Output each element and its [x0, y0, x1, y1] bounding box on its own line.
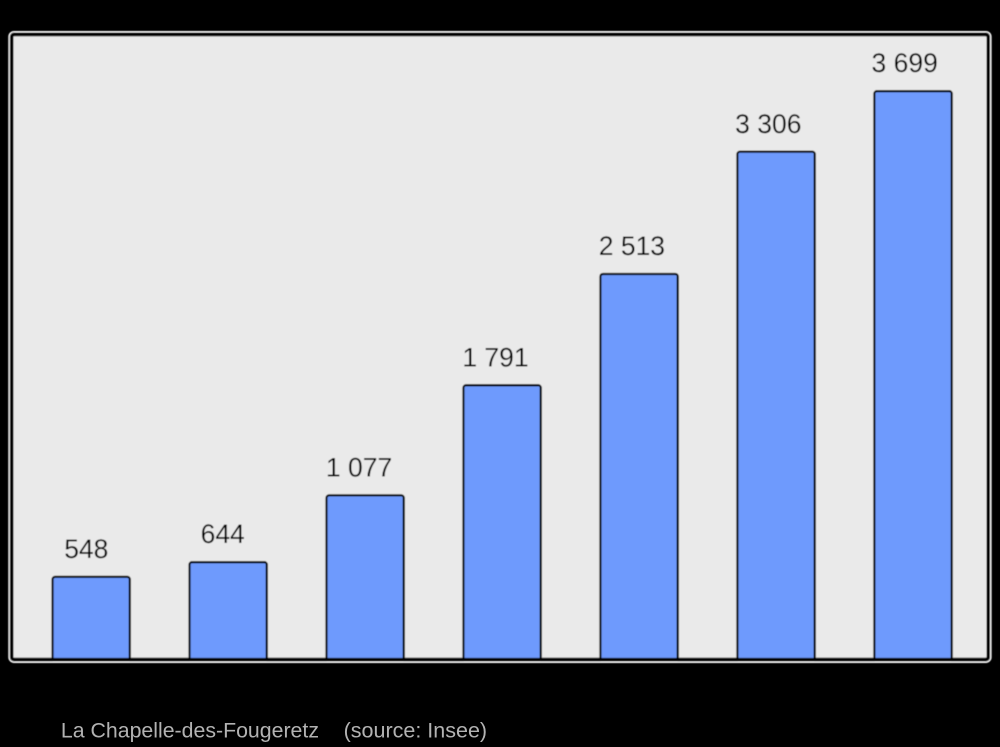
svg-text:1 077: 1 077: [326, 452, 392, 482]
svg-text:(source: Insee): (source: Insee): [344, 719, 488, 743]
svg-text:La Chapelle-des-Fougeretz: La Chapelle-des-Fougeretz: [61, 719, 319, 743]
svg-text:3 306: 3 306: [735, 109, 801, 139]
svg-text:1 791: 1 791: [462, 342, 528, 372]
svg-text:548: 548: [64, 534, 108, 564]
svg-text:644: 644: [201, 519, 245, 549]
svg-text:2 513: 2 513: [599, 231, 665, 261]
svg-text:3 699: 3 699: [872, 48, 938, 78]
